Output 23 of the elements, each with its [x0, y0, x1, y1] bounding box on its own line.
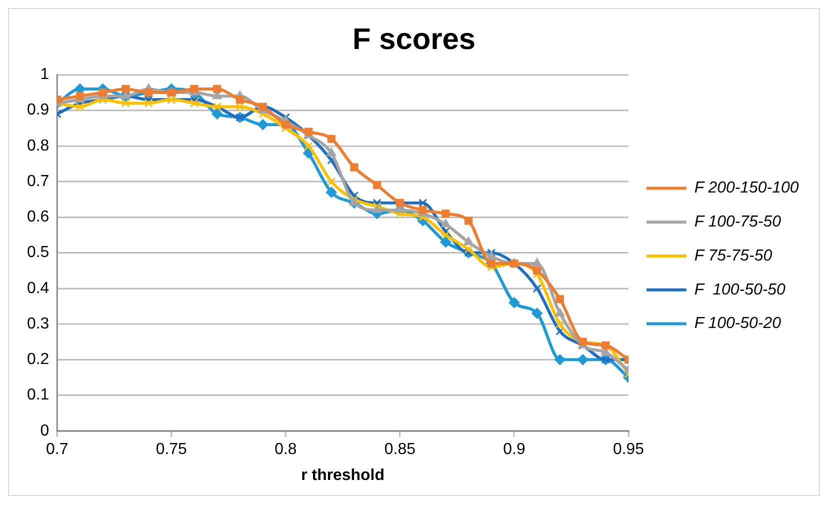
x-tick-label: 0.9 — [503, 440, 526, 458]
x-tick-label: 0.8 — [274, 440, 297, 458]
y-tick-label: 1 — [40, 66, 50, 84]
y-tick-label: 0.8 — [26, 137, 50, 154]
legend-label: F 75-75-50 — [694, 247, 772, 264]
legend-label: F 100-50-20 — [694, 315, 782, 332]
x-tick-label: 0.75 — [156, 440, 188, 458]
y-tick-label: 0 — [40, 422, 50, 440]
legend-label: F 100-75-50 — [694, 214, 782, 231]
legend-label: F 100-50-50 — [694, 281, 786, 298]
y-tick-label: 0.2 — [26, 351, 50, 368]
x-axis-title: r threshold — [301, 466, 384, 484]
y-tick-label: 0.4 — [26, 280, 50, 297]
y-tick-label: 0.1 — [26, 386, 50, 404]
x-tick-label: 0.95 — [612, 440, 644, 458]
y-tick-label: 0.6 — [26, 208, 50, 226]
x-tick-label: 0.85 — [384, 440, 416, 458]
y-tick-label: 0.5 — [26, 244, 50, 262]
y-tick-label: 0.9 — [26, 102, 50, 119]
chart-title: F scores — [352, 23, 476, 56]
y-tick-label: 0.7 — [26, 172, 50, 190]
legend-label: F 200-150-100 — [694, 180, 799, 197]
y-tick-label: 0.3 — [26, 315, 50, 332]
